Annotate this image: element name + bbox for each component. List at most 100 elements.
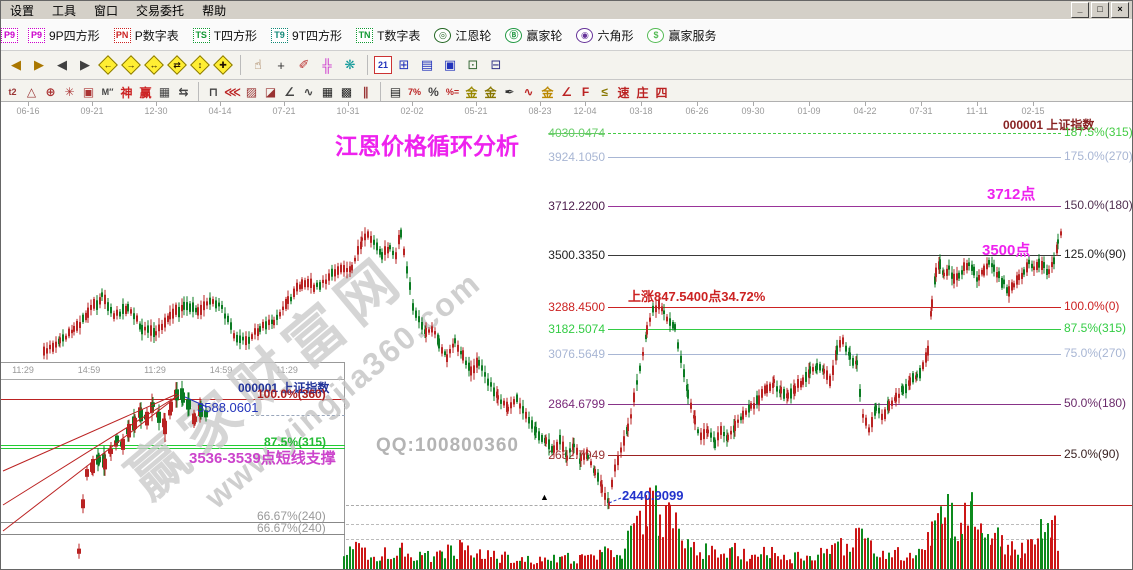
menu-item[interactable]: 帮助 — [202, 3, 227, 18]
net-transfer-icon[interactable]: ⊟ — [490, 57, 502, 72]
draw-tool-icon[interactable]: ⇆ — [178, 85, 189, 99]
draw-tool-icon[interactable]: ✒ — [504, 85, 515, 99]
menu-item[interactable]: 工具 — [52, 3, 77, 18]
t-square-icon: TS — [192, 27, 210, 43]
date-tick — [809, 102, 810, 106]
draw-tool-icon[interactable]: 神 — [120, 85, 133, 100]
date-tick — [865, 102, 866, 106]
zoom-out-h-icon[interactable]: ↔ — [143, 54, 165, 76]
pan-right-icon[interactable]: → — [120, 54, 142, 76]
date-label: 06-16 — [16, 106, 40, 116]
gann-grid-tool-icon[interactable]: ╬ — [322, 57, 332, 73]
inset-6667-line-a — [1, 522, 345, 523]
inset-time-label: 11:29 — [12, 365, 34, 375]
draw-tool-icon[interactable]: ≤ — [601, 85, 608, 99]
notes-icon[interactable]: ▤ — [420, 57, 434, 72]
save-icon[interactable]: ▣ — [443, 57, 457, 72]
draw-tool-icon[interactable]: ⋘ — [223, 85, 242, 99]
draw-tool-icon[interactable]: ⊕ — [45, 85, 56, 99]
date-label: 08-23 — [528, 106, 552, 116]
date-tick — [220, 102, 221, 106]
crosshair-tool-icon[interactable]: + — [277, 57, 285, 73]
calendar-icon[interactable]: 21 — [374, 56, 392, 74]
first-bar-icon[interactable]: ◀ — [11, 57, 21, 72]
tool-p-number-table[interactable]: PN P数字表 — [107, 25, 186, 46]
draw-tool-icon[interactable]: 7% — [407, 87, 421, 97]
draw-tool-icon[interactable]: ∠ — [284, 85, 295, 99]
gann-line — [608, 404, 1061, 405]
gann-line — [608, 255, 1061, 256]
draw-tool-icon[interactable]: ∥ — [362, 85, 369, 99]
draw-tool-icon[interactable]: ▦ — [158, 85, 171, 99]
zoom-in-h-icon[interactable]: ⇄ — [166, 54, 188, 76]
last-bar-icon[interactable]: ▶ — [34, 57, 44, 72]
pan-left-icon[interactable]: ← — [97, 54, 119, 76]
menu-items: 设置 工具 窗口 交易委托 帮助 — [1, 2, 235, 19]
date-label: 01-09 — [797, 106, 821, 116]
draw-tool-icon[interactable]: F — [581, 85, 590, 99]
menu-item[interactable]: 交易委托 — [136, 3, 185, 18]
draw-tool-icon[interactable]: ∿ — [523, 85, 534, 99]
gann-line — [608, 354, 1061, 355]
angle-tool-icon[interactable]: ✐ — [298, 57, 310, 72]
draw-tool-icon[interactable]: 赢 — [139, 85, 152, 100]
date-tick — [540, 102, 541, 106]
draw-tool-icon[interactable]: % — [428, 85, 439, 99]
tool-9t-square[interactable]: T9 9T四方形 — [264, 25, 349, 46]
gann-value-label: 4030.0474 — [548, 126, 605, 140]
draw-tool-icon[interactable]: 速 — [617, 85, 630, 100]
menu-item[interactable]: 窗口 — [94, 3, 119, 18]
draw-tool-icon[interactable]: ▨ — [245, 85, 258, 99]
draw-tool-icon[interactable]: ▦ — [321, 85, 334, 99]
close-button[interactable]: × — [1111, 2, 1129, 18]
draw-tool-icon[interactable]: ∿ — [303, 85, 314, 99]
gann-value-label: 2652.7949 — [548, 448, 605, 462]
window-controls: _ □ × — [1071, 2, 1132, 18]
draw-tool-icon[interactable]: △ — [26, 85, 37, 99]
inset-chart-panel[interactable]: 11:29 14:59 11:29 14:59 11:29 — [1, 362, 345, 569]
draw-tool-icon[interactable]: ▩ — [340, 85, 353, 99]
menu-item[interactable]: 设置 — [10, 3, 35, 18]
restore-button[interactable]: □ — [1091, 2, 1109, 18]
prev-bar-icon[interactable]: ◀ — [57, 57, 67, 72]
gann-line — [608, 329, 1061, 330]
gann-line — [608, 206, 1061, 207]
draw-tool-icon[interactable]: M″ — [101, 87, 114, 97]
draw-tool-icon[interactable]: ✳ — [64, 85, 75, 99]
tool-9p-square[interactable]: P9 9P四方形 — [21, 25, 107, 46]
tool-winner-wheel[interactable]: Ⓑ 赢家轮 — [498, 25, 569, 46]
minimize-button[interactable]: _ — [1071, 2, 1089, 18]
wheel-tool-icon[interactable]: ❋ — [344, 57, 356, 72]
net-browser-icon[interactable]: ⊡ — [467, 57, 479, 72]
tool-gann-wheel[interactable]: ◎ 江恩轮 — [427, 25, 498, 46]
tool-winner-service[interactable]: $ 赢家服务 — [640, 25, 723, 46]
date-label: 10-31 — [336, 106, 360, 116]
tool-t-square[interactable]: TS T四方形 — [186, 25, 264, 46]
next-bar-icon[interactable]: ▶ — [80, 57, 90, 72]
gann-line — [608, 505, 1132, 506]
draw-tool-icon[interactable]: 四 — [655, 85, 668, 100]
draw-tool-icon[interactable]: ∠ — [561, 85, 572, 99]
partial-tool-icon[interactable]: P9 — [1, 27, 18, 43]
draw-tool-icon[interactable]: 金 — [484, 85, 497, 100]
draw-tool-icon[interactable]: ▤ — [389, 85, 402, 99]
draw-tool-icon[interactable]: %= — [445, 87, 460, 97]
draw-tool-icon[interactable]: ⊓ — [208, 85, 219, 99]
tool-t-number-table[interactable]: TN T数字表 — [349, 25, 427, 46]
draw-tool-icon[interactable]: 金 — [541, 85, 554, 100]
main-chart[interactable]: 06-16 09-21 12-30 04-14 07-21 10-31 02-02 05-21… — [1, 101, 1132, 569]
draw-tool-icon[interactable]: 金 — [465, 85, 478, 100]
zoom-v-icon[interactable]: ↕ — [189, 54, 211, 76]
draw-tool-icon[interactable]: 庄 — [636, 85, 649, 100]
tool-hexagon[interactable]: ◉ 六角形 — [569, 25, 640, 46]
zoom-all-icon[interactable]: ✚ — [212, 54, 234, 76]
draw-tool-icon[interactable]: ◪ — [264, 85, 277, 99]
draw-tool-icon[interactable]: t2 — [8, 87, 17, 97]
gann-line — [608, 307, 1061, 308]
calculator-icon[interactable]: ⊞ — [398, 57, 410, 72]
draw-tool-icon[interactable]: ▣ — [82, 85, 95, 99]
date-tick — [28, 102, 29, 106]
date-label: 02-15 — [1021, 106, 1045, 116]
hand-tool-icon[interactable]: ☝ — [254, 57, 262, 72]
